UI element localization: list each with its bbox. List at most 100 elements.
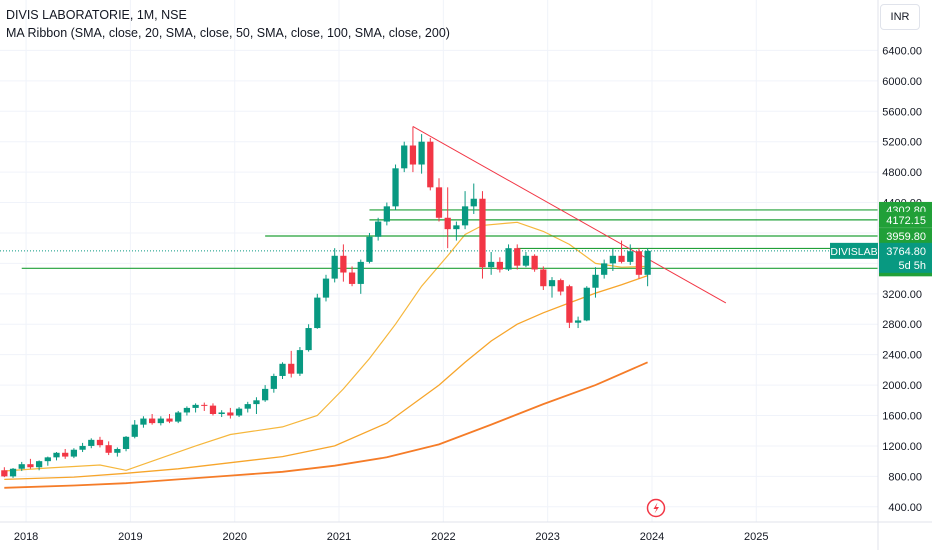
candle[interactable] [288,350,295,378]
candle[interactable] [375,217,382,241]
candle[interactable] [9,467,17,478]
candle[interactable] [392,164,399,211]
candle[interactable] [409,126,417,173]
candle[interactable] [166,413,173,424]
candle[interactable] [305,324,312,352]
candle[interactable] [253,397,260,414]
price-tick-label: 800.00 [888,471,922,483]
dividend-event-icon[interactable] [646,498,666,518]
candle[interactable] [609,248,616,271]
candle[interactable] [227,407,234,419]
sma-20-line[interactable] [4,221,648,472]
candle[interactable] [122,436,130,452]
time-axis[interactable]: 2018 2019 2020 2021 2022 2023 2024 2025 [14,531,769,543]
candle[interactable] [53,452,60,461]
candle[interactable] [531,254,538,272]
time-tick-label: 2025 [744,531,768,543]
candle[interactable] [18,461,25,472]
candle[interactable] [401,141,408,173]
candle-body [9,468,17,477]
candle[interactable] [201,402,208,411]
candle[interactable] [583,286,590,322]
candle[interactable] [70,448,78,459]
candle[interactable] [262,385,269,402]
currency-button[interactable]: INR [880,4,920,30]
candle[interactable] [148,413,156,425]
candle[interactable] [618,240,625,264]
candle[interactable] [548,277,556,298]
candle[interactable] [540,266,547,291]
candle[interactable] [331,248,338,283]
candle[interactable] [105,441,112,456]
candle[interactable] [479,191,486,279]
candle-body [35,461,43,468]
candle[interactable] [488,251,495,275]
candle[interactable] [592,267,599,298]
candle[interactable] [601,259,608,279]
level-price-badge[interactable]: 3959.80 [879,228,932,245]
candle[interactable] [131,420,138,439]
candle[interactable] [340,244,347,282]
level-price-badge-bg [879,211,932,228]
level-price-badge[interactable]: 4172.15 [879,211,932,228]
candle[interactable] [209,403,217,416]
candle[interactable] [96,436,104,448]
candle[interactable] [296,347,304,376]
candle[interactable] [218,410,225,418]
candle[interactable] [88,438,95,449]
sma-50-line[interactable] [4,274,648,481]
candle[interactable] [175,410,182,424]
candle[interactable] [279,362,286,380]
candle[interactable] [244,401,251,413]
candle[interactable] [366,232,373,264]
candle[interactable] [357,259,364,294]
candle[interactable] [574,316,582,329]
candle[interactable] [140,416,147,428]
sma-100-line[interactable] [4,361,648,489]
candle-body [88,439,95,446]
candle[interactable] [322,274,330,302]
price-tick-label: 2400.00 [882,350,922,362]
candle[interactable] [470,183,477,214]
candle[interactable] [627,244,634,265]
candle-body [409,145,417,165]
candle[interactable] [270,373,277,393]
candle[interactable] [192,403,199,413]
candle[interactable] [514,244,521,270]
candle[interactable] [157,416,164,426]
candle[interactable] [635,248,643,279]
candle[interactable] [418,134,425,174]
candle[interactable] [44,456,51,466]
candle[interactable] [505,244,512,271]
candle[interactable] [348,266,356,287]
candle[interactable] [435,178,443,222]
candle[interactable] [314,293,321,329]
candle[interactable] [114,447,121,457]
candle[interactable] [62,448,69,459]
candle[interactable] [1,467,8,478]
price-axis[interactable]: 400.00 800.00 1200.00 1600.00 2000.00 2400.00… [882,45,922,513]
trendline[interactable] [412,126,727,304]
candle[interactable] [566,284,573,329]
candle[interactable] [461,191,469,230]
candle[interactable] [79,442,86,453]
candle[interactable] [27,458,34,469]
candle[interactable] [557,278,564,296]
candle[interactable] [383,202,390,226]
candle[interactable] [496,257,503,273]
candle[interactable] [453,221,460,241]
candle-body [122,436,130,449]
candle[interactable] [183,406,191,416]
candle[interactable] [522,251,530,268]
candle[interactable] [644,248,651,287]
time-tick-label: 2020 [222,531,246,543]
indicator-legend[interactable]: MA Ribbon (SMA, close, 20, SMA, close, 5… [6,26,450,40]
candle[interactable] [235,407,243,418]
candle[interactable] [35,460,43,471]
candle-body [79,445,86,450]
candle[interactable] [427,137,434,191]
last-price-badge[interactable]: 3764.80 5d 5h DIVISLAB [830,242,932,273]
candle[interactable] [444,187,451,249]
